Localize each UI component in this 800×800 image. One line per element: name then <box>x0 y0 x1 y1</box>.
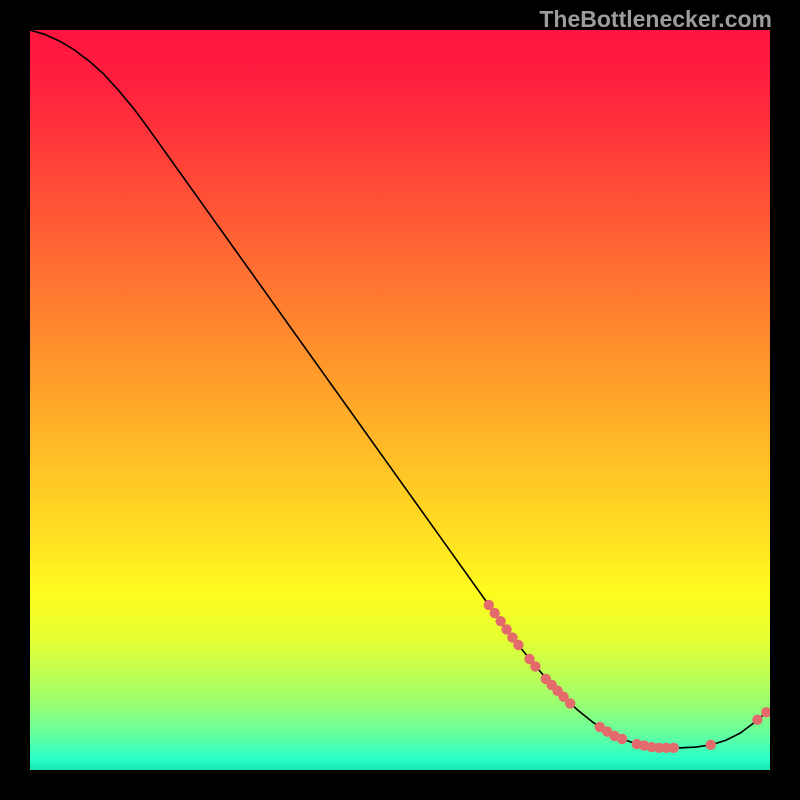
scatter-point <box>565 698 575 708</box>
plot-background <box>30 30 770 770</box>
plot-svg <box>30 30 770 770</box>
chart-frame: TheBottlenecker.com <box>0 0 800 800</box>
scatter-point <box>752 714 762 724</box>
scatter-point <box>513 640 523 650</box>
plot-area <box>30 30 770 770</box>
watermark-text: TheBottlenecker.com <box>539 6 772 33</box>
scatter-point <box>617 734 627 744</box>
scatter-point <box>669 743 679 753</box>
scatter-point <box>706 740 716 750</box>
scatter-point <box>530 661 540 671</box>
